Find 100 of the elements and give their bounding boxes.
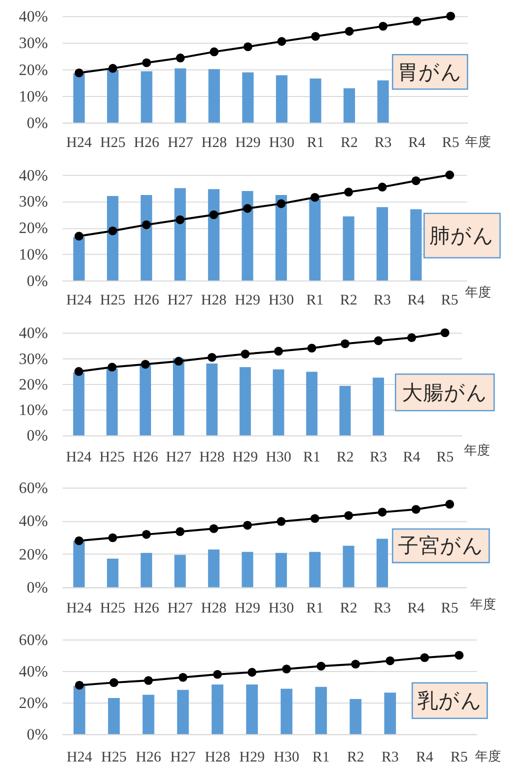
point [209,524,218,534]
x-tick-label: H27 [168,134,194,151]
x-tick-label: R5 [450,749,468,766]
y-tick-label: 20% [18,376,48,394]
point [142,220,151,230]
point [445,500,454,509]
bar [315,686,327,734]
y-tick-label: 20% [18,220,48,238]
x-tick-label: H28 [201,134,227,151]
point [142,58,152,68]
point [209,210,218,220]
x-tick-label: H25 [100,134,126,151]
bar [410,209,422,280]
point [243,520,252,530]
x-tick-label: R3 [370,449,388,466]
point [420,653,430,662]
point [274,346,283,356]
bar [339,386,351,436]
point [351,660,360,669]
x-tick-label: R2 [340,134,358,151]
point [445,170,454,180]
point [277,37,286,46]
point [378,508,387,517]
x-tick-label: H27 [166,449,192,466]
bar [106,558,118,588]
point [208,352,216,362]
point [407,333,416,342]
point [178,672,188,682]
point [210,47,219,56]
point [374,336,383,346]
y-tick-label: 40% [18,663,48,680]
y-tick-label: 40% [18,325,48,342]
bar [208,69,220,123]
x-axis-title: 年度 [465,134,492,149]
y-tick-label: 30% [18,350,48,368]
bar [350,698,362,734]
x-tick-label: H25 [99,449,125,466]
y-tick-label: 10% [18,402,48,420]
text: 乳がん [417,690,482,713]
point [412,504,420,514]
point [378,22,388,31]
bar [73,236,85,280]
point [446,12,456,21]
y-tick-label: 20% [18,62,48,79]
x-tick-label: H30 [268,134,294,151]
point [243,204,252,213]
point [310,192,320,202]
bar [208,189,220,280]
y-tick-label: 0% [26,428,48,445]
point [140,360,150,369]
bar [275,194,287,280]
bar [212,684,224,734]
bar [276,75,288,123]
x-tick-label: R2 [340,600,358,616]
x-tick-label: R5 [441,292,458,309]
y-tick-label: 20% [18,695,48,712]
point [311,32,320,41]
bar [142,694,154,734]
bar [240,367,251,436]
x-tick-label: H28 [201,600,227,616]
point [340,339,350,348]
point [74,536,84,546]
point [142,530,151,539]
bar [174,68,186,123]
x-tick-label: H27 [170,749,196,766]
x-tick-label: H30 [268,292,294,309]
point [344,26,354,36]
bar [140,552,152,588]
bar [344,88,356,123]
bar [376,538,388,588]
x-axis-title: 年度 [465,284,492,300]
bar [242,191,254,280]
x-tick-label: R4 [416,749,434,766]
y-tick-label: 0% [26,115,48,132]
x-tick-label: H28 [201,292,227,309]
x-tick-label: R5 [441,600,458,616]
x-tick-label: H29 [239,749,265,766]
x-tick-label: H27 [167,600,193,616]
bar [177,690,189,734]
x-tick-label: R4 [407,600,426,616]
y-tick-label: 30% [18,35,48,52]
x-tick-label: H30 [266,449,292,466]
bar [377,80,389,123]
y-tick-label: 10% [18,246,48,264]
point [108,226,118,236]
x-tick-label: R1 [306,134,324,151]
x-tick-label: H26 [134,134,160,151]
y-tick-label: 10% [18,88,48,106]
x-tick-label: H30 [268,600,294,616]
x-tick-label: R4 [408,134,426,151]
point [276,517,286,526]
x-tick-label: R1 [303,449,320,466]
x-axis-title: 年度 [464,442,490,458]
point [240,350,250,358]
text: 肺がん [430,224,495,248]
bar [242,72,254,123]
bar [140,71,152,123]
bar [73,372,84,436]
x-tick-label: H24 [66,749,93,766]
x-tick-label: R3 [374,292,391,309]
